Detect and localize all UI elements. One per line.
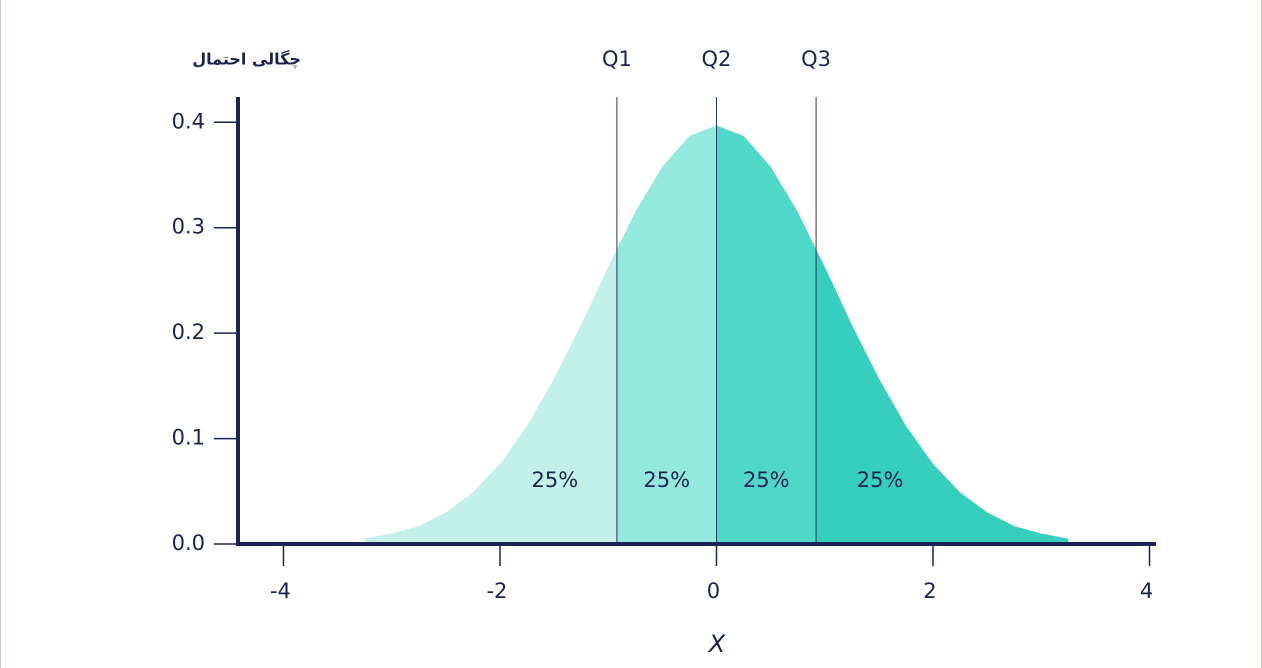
region — [364, 249, 617, 544]
y-tick-label: 0.0 — [172, 531, 205, 555]
density-area — [364, 249, 617, 544]
x-axis-label: X — [707, 630, 726, 658]
y-tick-label: 0.2 — [172, 320, 205, 344]
density-area — [616, 125, 717, 544]
quartile-label: Q3 — [801, 47, 831, 71]
regions: 25% 25% 25% 25% — [364, 125, 1069, 544]
quartile-label: Q2 — [702, 47, 732, 71]
axes: 0.0 0.1 0.2 0.3 0.4 -4 -2 0 2 4 — [172, 97, 1156, 603]
region — [616, 125, 717, 544]
density-area — [716, 125, 817, 544]
region-label: 25% — [857, 468, 904, 492]
y-axis-label: چگالی احتمال — [192, 50, 301, 70]
y-tick-label: 0.4 — [172, 109, 205, 133]
y-tick-label: 0.3 — [172, 215, 205, 239]
region-label: 25% — [643, 468, 690, 492]
quartile-label: Q1 — [602, 47, 632, 71]
density-area — [816, 249, 1069, 544]
x-tick-label: -2 — [486, 579, 507, 603]
x-tick-label: -4 — [270, 579, 291, 603]
region-label: 25% — [743, 468, 790, 492]
y-tick-label: 0.1 — [172, 426, 205, 450]
x-tick-label: 2 — [923, 579, 936, 603]
region — [716, 125, 817, 544]
region — [816, 249, 1069, 544]
quartile-lines: Q1 Q2 Q3 — [602, 47, 831, 544]
region-label: 25% — [532, 468, 579, 492]
x-tick-label: 4 — [1140, 579, 1153, 603]
x-tick-label: 0 — [707, 579, 720, 603]
